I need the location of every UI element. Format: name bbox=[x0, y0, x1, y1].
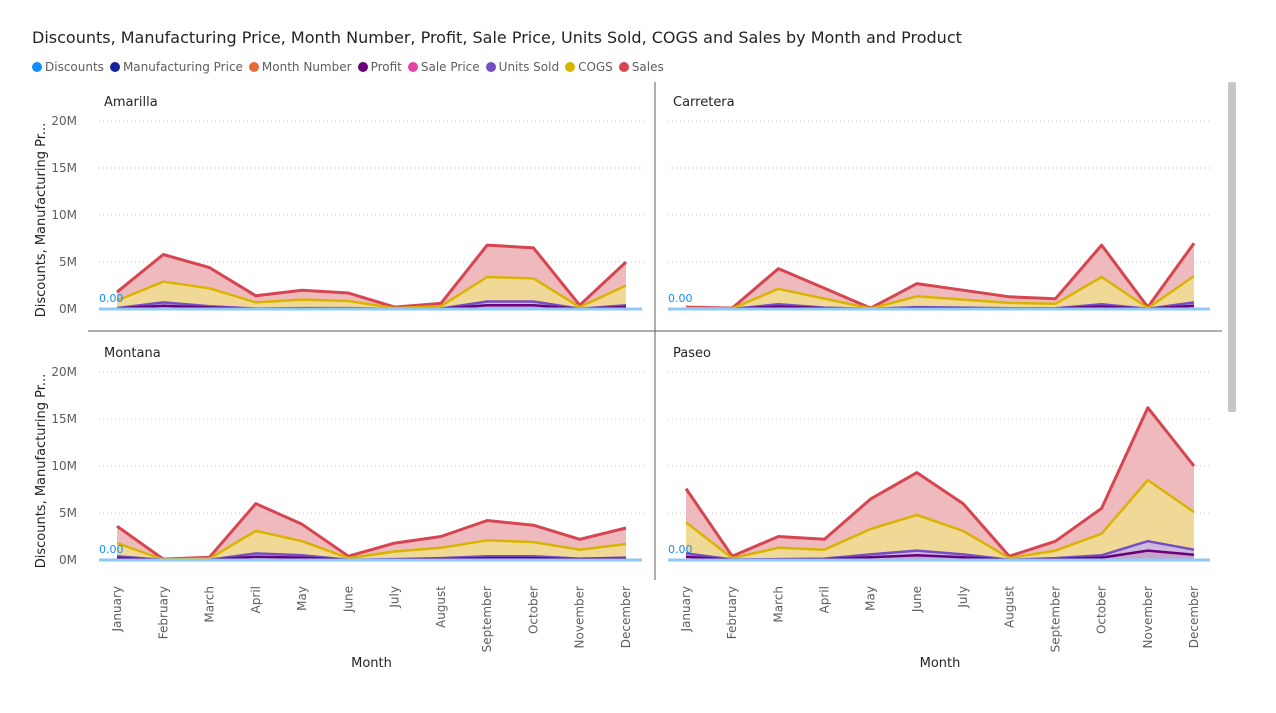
y-axis-title: Discounts, Manufacturing Pr... bbox=[34, 123, 49, 318]
x-tick-label: April bbox=[818, 586, 832, 613]
legend-label: Sale Price bbox=[420, 60, 480, 74]
legend-marker-icon bbox=[109, 62, 120, 72]
legend-marker-icon bbox=[357, 62, 368, 72]
legend-label: Sales bbox=[631, 60, 664, 74]
y-tick-label: 15M bbox=[51, 412, 77, 426]
y-tick-label: 20M bbox=[51, 114, 77, 128]
x-tick-label: July bbox=[388, 586, 402, 609]
x-axis-title: Month bbox=[920, 656, 961, 671]
legend-item[interactable]: Sales bbox=[618, 60, 664, 74]
panel-title: Montana bbox=[104, 346, 161, 361]
legend-label: Month Number bbox=[261, 60, 352, 74]
legend-label: COGS bbox=[578, 60, 613, 74]
legend-item[interactable]: Discounts bbox=[32, 60, 104, 74]
reference-label: 0.00 bbox=[668, 543, 693, 556]
line-sales bbox=[116, 243, 628, 309]
y-tick-label: 5M bbox=[59, 255, 77, 269]
x-tick-label: October bbox=[526, 586, 540, 634]
x-tick-label: March bbox=[203, 586, 217, 623]
reference-label: 0.00 bbox=[668, 292, 693, 305]
x-tick-label: December bbox=[1187, 586, 1201, 648]
legend-label: Units Sold bbox=[498, 60, 560, 74]
y-tick-label: 0M bbox=[59, 553, 77, 567]
x-tick-label: November bbox=[573, 586, 587, 648]
x-tick-label: January bbox=[679, 586, 693, 633]
x-tick-label: August bbox=[434, 586, 448, 628]
y-tick-label: 10M bbox=[51, 459, 77, 473]
x-tick-label: February bbox=[156, 586, 170, 639]
y-tick-label: 10M bbox=[51, 208, 77, 222]
x-axis-title: Month bbox=[351, 656, 392, 671]
x-tick-label: May bbox=[295, 586, 309, 611]
legend-marker-icon bbox=[565, 62, 576, 72]
x-tick-label: September bbox=[480, 586, 494, 652]
x-tick-label: February bbox=[725, 586, 739, 639]
y-tick-label: 5M bbox=[59, 506, 77, 520]
x-tick-label: November bbox=[1141, 586, 1155, 648]
legend-label: Manufacturing Price bbox=[122, 60, 243, 74]
x-tick-label: December bbox=[619, 586, 633, 648]
x-tick-label: July bbox=[956, 586, 970, 609]
legend-item[interactable]: Profit bbox=[357, 60, 402, 74]
line-sales bbox=[685, 242, 1196, 310]
x-tick-label: January bbox=[110, 586, 124, 633]
legend-marker-icon bbox=[248, 62, 259, 72]
legend: Discounts Manufacturing Price Month Number… bbox=[32, 60, 670, 74]
vertical-scrollbar[interactable] bbox=[1228, 82, 1236, 412]
y-tick-label: 0M bbox=[59, 302, 77, 316]
legend-marker-icon bbox=[618, 62, 629, 72]
legend-marker-icon bbox=[407, 62, 418, 72]
reference-label: 0.00 bbox=[99, 292, 124, 305]
y-tick-label: 15M bbox=[51, 161, 77, 175]
legend-item[interactable]: Manufacturing Price bbox=[109, 60, 243, 74]
x-tick-label: June bbox=[910, 586, 924, 613]
chart-title: Discounts, Manufacturing Price, Month Nu… bbox=[32, 28, 962, 47]
legend-marker-icon bbox=[485, 62, 496, 72]
panel-title: Paseo bbox=[673, 346, 711, 361]
line-cogs bbox=[685, 275, 1195, 310]
x-tick-label: April bbox=[249, 586, 263, 613]
line-sales bbox=[684, 406, 1196, 558]
legend-marker-icon bbox=[32, 62, 42, 72]
legend-item[interactable]: Sale Price bbox=[407, 60, 480, 74]
x-tick-label: September bbox=[1048, 586, 1062, 652]
line-cogs bbox=[685, 478, 1195, 560]
legend-item[interactable]: Month Number bbox=[248, 60, 352, 74]
panel-title: Amarilla bbox=[104, 95, 158, 110]
area-cogs bbox=[686, 276, 1194, 309]
x-tick-label: August bbox=[1002, 586, 1016, 628]
area-sales bbox=[686, 243, 1194, 309]
x-tick-label: June bbox=[341, 586, 355, 613]
x-tick-label: March bbox=[771, 586, 785, 623]
line-cogs bbox=[116, 275, 627, 310]
reference-label: 0.00 bbox=[99, 543, 124, 556]
y-tick-label: 20M bbox=[51, 365, 77, 379]
legend-label: Discounts bbox=[45, 60, 104, 74]
legend-item[interactable]: COGS bbox=[565, 60, 613, 74]
y-axis-title: Discounts, Manufacturing Pr... bbox=[34, 374, 49, 569]
panel-title: Carretera bbox=[673, 95, 735, 110]
legend-label: Profit bbox=[370, 60, 402, 74]
x-tick-label: May bbox=[864, 586, 878, 611]
legend-item[interactable]: Units Sold bbox=[485, 60, 560, 74]
x-tick-label: October bbox=[1095, 586, 1109, 634]
